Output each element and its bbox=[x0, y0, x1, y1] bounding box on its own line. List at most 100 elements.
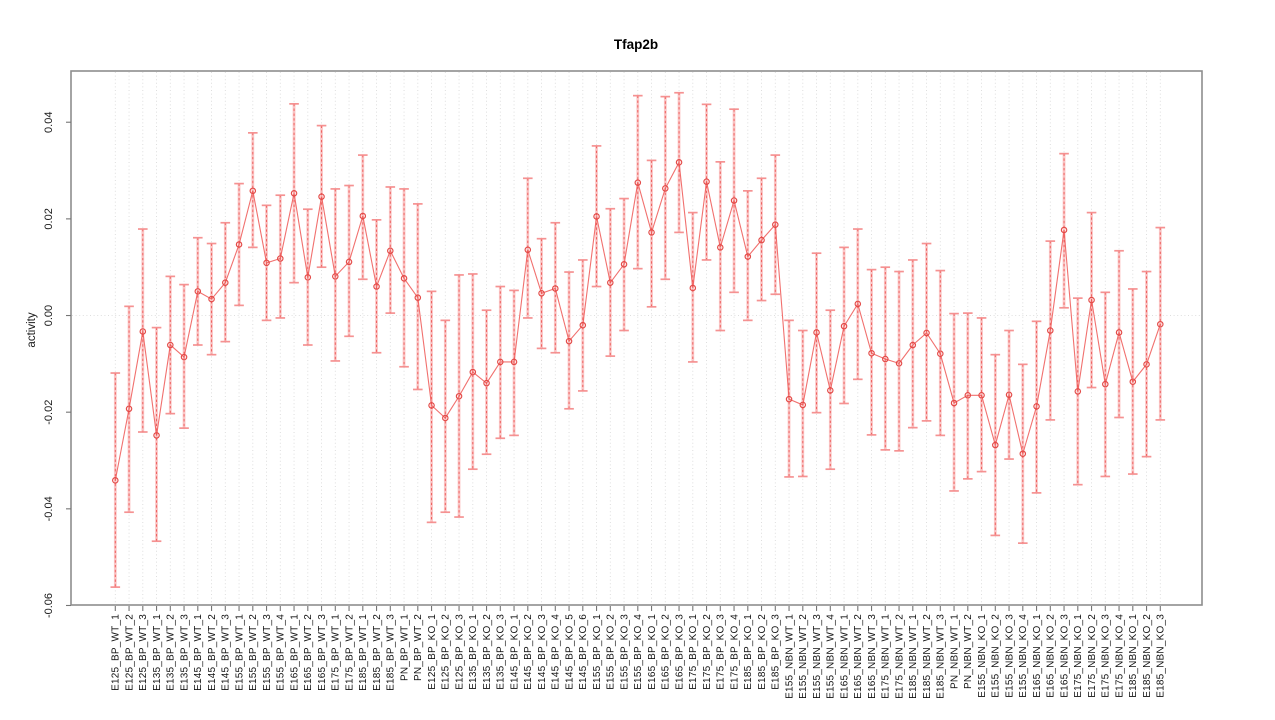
x-tick-label: E185_BP_KO_3 bbox=[771, 614, 782, 690]
x-tick-label: E155_NBN_KO_2 bbox=[991, 614, 1002, 698]
axes-layer bbox=[66, 70, 1203, 611]
data-point bbox=[593, 213, 600, 220]
x-tick-label: E165_NBN_WT_2 bbox=[853, 614, 864, 699]
data-point bbox=[1005, 391, 1013, 399]
data-point bbox=[428, 402, 435, 409]
data-point bbox=[167, 341, 174, 349]
data-point bbox=[153, 432, 160, 439]
data-point bbox=[469, 368, 477, 376]
data-point bbox=[510, 358, 518, 366]
x-tick-label: E135_BP_WT_3 bbox=[179, 614, 190, 691]
data-point bbox=[675, 159, 683, 166]
data-point bbox=[992, 441, 999, 449]
x-tick-label: E175_NBN_KO_1 bbox=[1073, 614, 1084, 698]
x-tick-label: E155_BP_KO_2 bbox=[606, 614, 617, 690]
x-tick-label: E185_NBN_WT_1 bbox=[908, 614, 919, 699]
data-point bbox=[978, 391, 985, 399]
gridlines-layer bbox=[72, 72, 1201, 604]
data-point bbox=[180, 353, 188, 361]
data-point bbox=[868, 349, 875, 357]
x-tick-label: E135_BP_KO_2 bbox=[482, 614, 493, 690]
data-point bbox=[235, 241, 243, 248]
data-point bbox=[1074, 388, 1082, 395]
x-tick-label: E175_BP_KO_3 bbox=[716, 614, 727, 690]
x-tick-label: E165_NBN_KO_3 bbox=[1059, 614, 1070, 698]
data-point bbox=[854, 300, 862, 308]
data-point bbox=[387, 247, 394, 255]
data-point bbox=[263, 259, 270, 267]
x-tick-label: E125_BP_WT_3 bbox=[138, 614, 149, 691]
x-tick-label: E155_BP_WT_4 bbox=[276, 614, 287, 691]
data-point bbox=[139, 328, 147, 335]
x-tick-label: E165_BP_KO_1 bbox=[647, 614, 658, 690]
data-point bbox=[483, 379, 490, 387]
x-tick-label: E185_NBN_KO_3 bbox=[1156, 614, 1167, 698]
data-point bbox=[634, 179, 642, 186]
x-tick-label: E155_NBN_KO_4 bbox=[1018, 614, 1029, 698]
x-tick-label: E145_BP_WT_3 bbox=[221, 614, 232, 691]
y-axis-title: activity bbox=[26, 312, 38, 347]
data-point bbox=[318, 193, 325, 200]
data-point bbox=[538, 290, 545, 297]
x-tick-label: E125_BP_KO_2 bbox=[441, 614, 452, 690]
data-layer bbox=[110, 91, 1166, 588]
y-tick-label: -0.06 bbox=[43, 593, 55, 618]
x-tick-label: E145_BP_KO_5 bbox=[564, 614, 575, 690]
data-point bbox=[895, 360, 903, 367]
data-point bbox=[772, 221, 779, 228]
data-point bbox=[1102, 380, 1109, 388]
x-tick-label: E145_BP_WT_2 bbox=[207, 614, 218, 691]
data-point bbox=[552, 285, 559, 292]
x-tick-label: E145_BP_KO_1 bbox=[509, 614, 520, 690]
y-tick-label: 0.00 bbox=[43, 305, 55, 326]
data-point bbox=[1143, 361, 1150, 368]
data-point bbox=[1033, 403, 1040, 410]
data-point bbox=[799, 401, 807, 409]
x-tick-label: E145_BP_KO_2 bbox=[523, 614, 534, 690]
data-point bbox=[524, 246, 532, 254]
x-tick-label: E185_NBN_KO_2 bbox=[1142, 614, 1153, 698]
data-point bbox=[565, 337, 573, 345]
x-tick-label: E175_BP_WT_2 bbox=[344, 614, 355, 691]
data-point bbox=[662, 185, 669, 192]
x-tick-label: PN_NBN_WT_1 bbox=[949, 614, 960, 689]
x-tick-label: E175_NBN_KO_3 bbox=[1101, 614, 1112, 698]
x-tick-label: E125_BP_WT_1 bbox=[111, 614, 122, 691]
x-tick-label: E185_NBN_KO_1 bbox=[1128, 614, 1139, 698]
data-point bbox=[1115, 329, 1123, 336]
data-point bbox=[717, 244, 724, 251]
chart-title: Tfap2b bbox=[614, 37, 658, 52]
x-tick-label: E155_BP_WT_1 bbox=[234, 614, 245, 691]
data-point bbox=[579, 321, 587, 329]
data-point bbox=[194, 288, 202, 295]
x-tick-label: E165_NBN_WT_3 bbox=[867, 614, 878, 699]
y-tick-label: -0.04 bbox=[43, 496, 55, 521]
x-tick-label: PN_BP_WT_1 bbox=[399, 614, 410, 681]
x-tick-label: E175_BP_WT_1 bbox=[331, 614, 342, 691]
plot-border bbox=[70, 70, 1203, 606]
data-point bbox=[345, 258, 353, 266]
x-tick-label: E175_NBN_WT_2 bbox=[894, 614, 905, 699]
x-tick-label: E155_NBN_KO_3 bbox=[1004, 614, 1015, 698]
data-point bbox=[373, 283, 380, 290]
x-tick-label: E155_BP_WT_3 bbox=[262, 614, 273, 691]
data-point bbox=[1047, 327, 1054, 334]
data-point bbox=[744, 253, 752, 260]
data-point bbox=[882, 355, 889, 363]
data-point bbox=[332, 273, 339, 280]
x-tick-label: E165_NBN_KO_1 bbox=[1032, 614, 1043, 698]
x-tick-label: E175_BP_KO_2 bbox=[702, 614, 713, 690]
x-tick-label: E125_BP_WT_2 bbox=[124, 614, 135, 691]
data-point bbox=[909, 341, 917, 349]
y-tick-label: 0.02 bbox=[43, 208, 55, 229]
x-tick-label: E155_BP_WT_2 bbox=[248, 614, 259, 691]
x-tick-label: E145_BP_WT_1 bbox=[193, 614, 204, 691]
x-tick-label: E155_NBN_WT_2 bbox=[798, 614, 809, 699]
data-point bbox=[607, 279, 614, 286]
series-line bbox=[114, 160, 1161, 481]
x-tick-label: E145_BP_KO_6 bbox=[578, 614, 589, 690]
data-point bbox=[937, 350, 944, 357]
data-point bbox=[620, 261, 628, 268]
x-tick-label: E175_NBN_KO_4 bbox=[1114, 614, 1125, 698]
